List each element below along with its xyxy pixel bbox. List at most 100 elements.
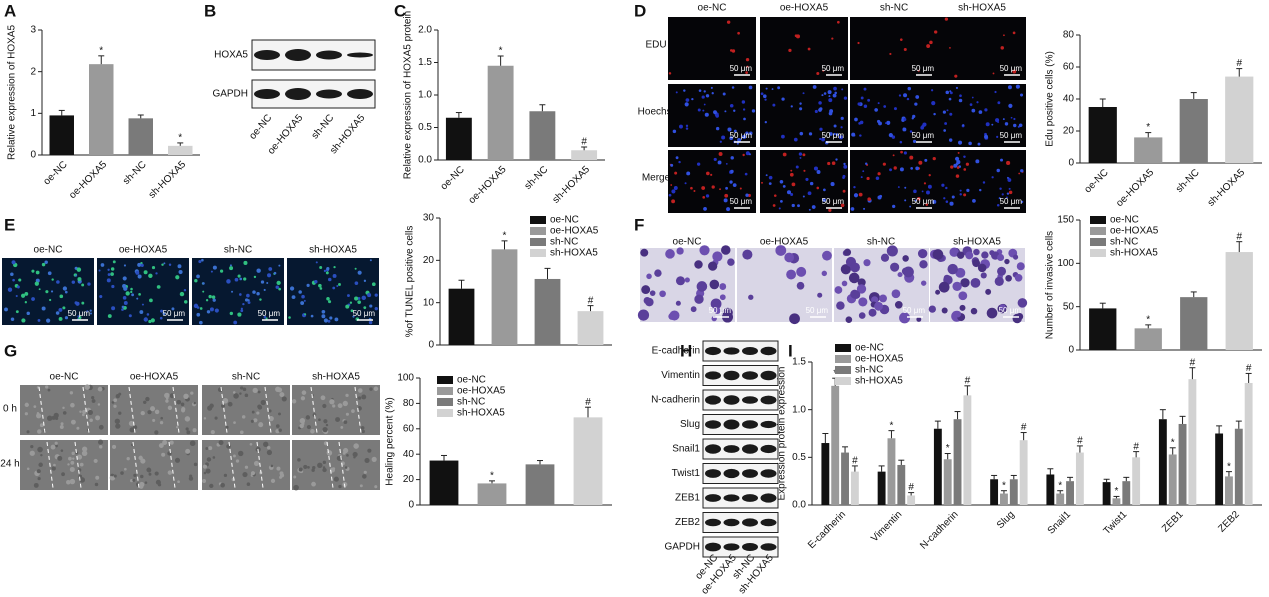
cell	[327, 277, 332, 282]
cell	[157, 483, 162, 487]
band	[760, 469, 777, 478]
cell	[270, 464, 274, 468]
cell	[37, 476, 41, 481]
cell	[147, 468, 152, 473]
cell	[791, 203, 795, 208]
bar	[907, 495, 916, 505]
cell	[1006, 176, 1009, 179]
cell	[949, 201, 954, 206]
y-tick-label: 30	[423, 213, 435, 224]
blot	[702, 414, 779, 435]
cell	[186, 430, 191, 435]
cell	[325, 423, 329, 427]
cell	[858, 297, 868, 307]
legend-swatch	[835, 355, 851, 363]
column-label: sh-HOXA5	[309, 245, 357, 256]
row-label: EDU	[645, 40, 666, 51]
cell	[713, 307, 721, 315]
legend-swatch	[1090, 227, 1106, 235]
cell	[155, 272, 158, 275]
cell	[239, 392, 242, 395]
cell	[346, 454, 349, 457]
micrograph	[20, 385, 108, 435]
cell	[276, 466, 281, 471]
cell	[943, 129, 946, 132]
cell	[70, 419, 76, 425]
y-tick-label: 40	[403, 449, 415, 460]
cell	[234, 277, 239, 282]
scale-label: 50 μm	[912, 64, 935, 73]
cell	[833, 86, 837, 91]
y-tick-label: 60	[403, 423, 415, 434]
cell	[997, 101, 1001, 105]
cell	[827, 90, 832, 95]
bar	[534, 278, 561, 345]
cell	[220, 482, 226, 488]
y-tick-label: 50	[1063, 301, 1075, 312]
x-tick-label: sh-NC	[1174, 167, 1202, 195]
cell	[799, 102, 802, 105]
bar	[128, 118, 153, 155]
cell	[991, 123, 994, 126]
bar	[1134, 328, 1162, 350]
band	[285, 49, 311, 61]
cell	[202, 290, 205, 293]
cell	[1000, 158, 1003, 162]
cell	[300, 301, 305, 305]
cell	[890, 262, 900, 272]
scale-label: 50 μm	[730, 64, 753, 73]
cell	[79, 462, 84, 467]
cell	[69, 478, 76, 485]
cell	[730, 156, 734, 160]
cell	[963, 193, 967, 197]
micrograph	[287, 258, 379, 325]
cell	[141, 303, 144, 306]
y-tick-label: 20	[403, 474, 415, 485]
micrograph	[292, 385, 380, 435]
cell	[897, 186, 900, 188]
cell	[374, 293, 378, 297]
cell	[795, 165, 799, 169]
cell	[1005, 274, 1012, 282]
band	[742, 494, 758, 502]
cell	[899, 167, 904, 172]
cell	[703, 90, 706, 93]
cell	[920, 280, 927, 286]
cell	[76, 454, 83, 460]
band	[760, 346, 777, 356]
cell	[842, 176, 845, 179]
cell	[952, 281, 962, 292]
cell	[276, 280, 281, 286]
cell	[822, 69, 825, 72]
cell	[922, 122, 927, 127]
cell	[237, 312, 242, 317]
cell	[193, 462, 198, 467]
scale-label: 50 μm	[709, 306, 732, 315]
band	[760, 493, 777, 503]
cell	[802, 195, 805, 198]
cell	[338, 283, 341, 286]
cell	[244, 298, 249, 302]
cell	[705, 94, 710, 98]
cell	[863, 104, 868, 109]
scale-label: 50 μm	[258, 309, 281, 318]
y-axis-label: Expression protein expression	[777, 367, 788, 501]
legend-label: oe-NC	[457, 375, 486, 386]
cell	[315, 261, 318, 264]
cell	[850, 262, 860, 273]
micrograph	[20, 440, 108, 490]
cell	[817, 292, 823, 298]
cell	[190, 391, 194, 395]
cell	[867, 98, 871, 102]
cell	[819, 137, 822, 141]
cell	[832, 93, 837, 98]
cell	[685, 127, 689, 130]
cell	[1018, 123, 1023, 128]
cell	[243, 260, 248, 265]
cell	[15, 310, 19, 314]
cell	[311, 481, 316, 487]
cell	[909, 130, 913, 133]
band	[723, 395, 740, 405]
y-axis-label: Edu positive cells (%)	[1045, 51, 1056, 147]
cell	[291, 295, 296, 300]
